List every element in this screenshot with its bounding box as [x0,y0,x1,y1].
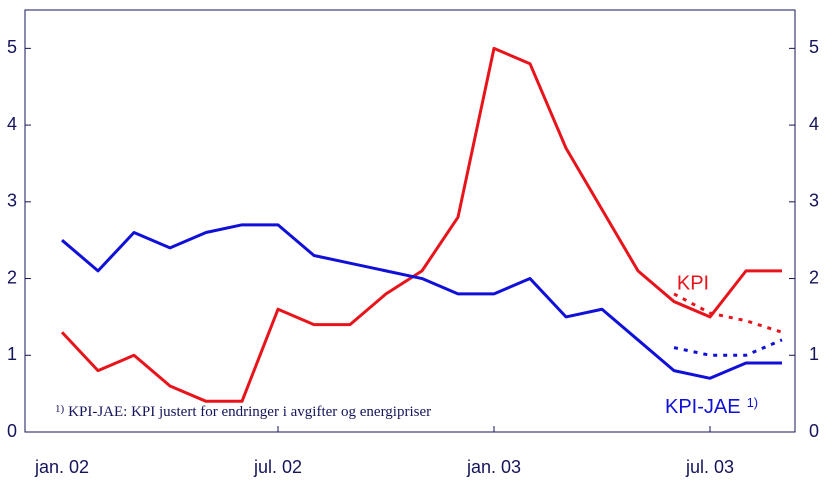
footnote-mark: 1) [747,395,759,410]
x-tick-label: jan. 02 [34,457,89,477]
x-tick-label: jan. 03 [466,457,521,477]
y-tick-label: 2 [7,267,17,287]
series-name: KPI-JAE [665,396,741,418]
y2-tick-label: 2 [809,267,819,287]
footnote-mark: 1) [55,403,65,415]
series-label: KPI [677,272,709,294]
y2-tick-label: 0 [809,421,819,441]
series-line [673,292,783,334]
series-line [61,223,782,380]
y2-tick-label: 1 [809,344,819,364]
y-tick-label: 0 [7,421,17,441]
y2-tick-label: 3 [809,191,819,211]
plot-frame [24,9,796,433]
series-label: KPI-JAE 1) [665,395,758,418]
y-tick-label: 1 [7,344,17,364]
footnote-text: KPI-JAE: KPI justert for endringer i avg… [68,404,431,420]
x-tick-label: jul. 03 [685,457,734,477]
y2-tick-label: 5 [809,37,819,57]
series-line [673,338,783,357]
y-tick-label: 5 [7,37,17,57]
series-line [60,46,782,403]
x-tick-label: jul. 02 [253,457,302,477]
y-tick-label: 4 [7,114,17,134]
y-tick-label: 3 [7,191,17,211]
y2-tick-label: 4 [809,114,819,134]
footnote: 1) KPI-JAE: KPI justert for endringer i a… [55,403,431,421]
